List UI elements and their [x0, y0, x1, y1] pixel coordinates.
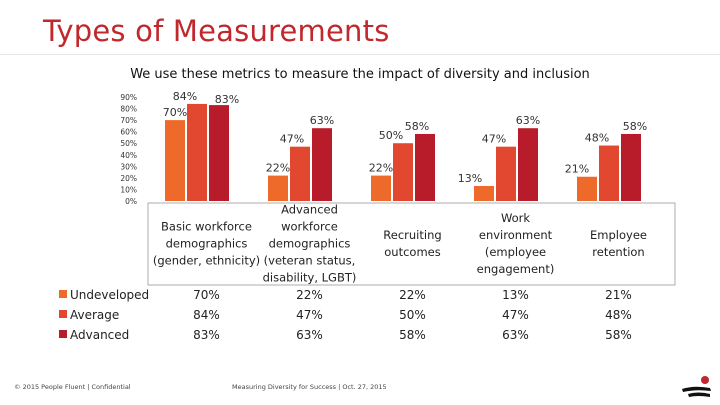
bar-undeveloped: [577, 176, 597, 201]
legend-label: Advanced: [70, 328, 129, 342]
category-label: Advanced: [281, 203, 338, 217]
table-cell: 50%: [399, 308, 426, 322]
bar-advanced: [312, 128, 332, 201]
category-label: Basic workforce: [161, 220, 252, 234]
category-box: [147, 202, 676, 286]
title-divider: [0, 54, 720, 55]
table-cell: 83%: [193, 328, 220, 342]
table-cell: 63%: [296, 328, 323, 342]
data-label: 63%: [516, 114, 540, 127]
table-cell: 21%: [605, 288, 632, 302]
table-cell: 58%: [605, 328, 632, 342]
company-logo-icon: [682, 376, 711, 397]
table-cell: 47%: [502, 308, 529, 322]
table-cell: 70%: [193, 288, 220, 302]
chart-subtitle: We use these metrics to measure the impa…: [130, 67, 590, 82]
bar-undeveloped: [474, 185, 494, 201]
table-cell: 48%: [605, 308, 632, 322]
data-label: 13%: [458, 172, 482, 185]
data-label: 84%: [173, 90, 197, 103]
category-label: (veteran status,: [264, 254, 356, 268]
footer-copyright: © 2015 People Fluent | Confidential: [14, 383, 131, 391]
category-label: outcomes: [384, 245, 440, 259]
bar-undeveloped: [165, 120, 185, 201]
category-label: engagement): [477, 262, 555, 276]
data-label: 47%: [482, 133, 506, 146]
table-cell: 22%: [399, 288, 426, 302]
bar-average: [393, 143, 413, 201]
data-label: 22%: [369, 162, 393, 175]
legend-swatch: [59, 290, 67, 298]
y-tick-label: 60%: [120, 128, 137, 137]
category-label: workforce: [281, 220, 338, 234]
category-label: environment: [479, 228, 553, 242]
legend-label: Undeveloped: [70, 288, 149, 302]
y-tick-label: 90%: [120, 93, 137, 102]
slide-title: Types of Measurements: [43, 14, 390, 48]
data-label: 47%: [280, 133, 304, 146]
y-tick-label: 50%: [120, 139, 137, 148]
data-label: 58%: [405, 120, 429, 133]
table-cell: 63%: [502, 328, 529, 342]
category-label: retention: [592, 245, 644, 259]
category-label: (gender, ethnicity): [153, 254, 260, 268]
data-label: 22%: [266, 162, 290, 175]
bar-advanced: [621, 133, 641, 201]
y-tick-label: 80%: [120, 105, 137, 114]
table-cell: 22%: [296, 288, 323, 302]
bar-average: [290, 146, 310, 201]
bar-average: [599, 145, 619, 201]
y-tick-label: 0%: [125, 197, 137, 206]
y-tick-label: 10%: [120, 185, 137, 194]
data-label: 48%: [585, 132, 609, 145]
table-cell: 13%: [502, 288, 529, 302]
data-label: 21%: [565, 163, 589, 176]
bar-average: [187, 103, 207, 201]
bar-undeveloped: [371, 175, 391, 201]
category-label: (employee: [485, 245, 546, 259]
data-label: 63%: [310, 114, 334, 127]
y-tick-label: 40%: [120, 151, 137, 160]
footer-presentation-info: Measuring Diversity for Success | Oct. 2…: [232, 383, 387, 391]
category-label: Employee: [590, 228, 647, 242]
y-tick-label: 70%: [120, 116, 137, 125]
category-label: demographics: [166, 237, 248, 251]
y-tick-label: 20%: [120, 174, 137, 183]
category-label: Work: [501, 211, 530, 225]
bar-undeveloped: [268, 175, 288, 201]
data-label: 83%: [215, 93, 239, 106]
legend-label: Average: [70, 308, 119, 322]
table-cell: 84%: [193, 308, 220, 322]
bar-advanced: [209, 105, 229, 201]
legend-swatch: [59, 310, 67, 318]
table-cell: 47%: [296, 308, 323, 322]
data-label: 70%: [163, 106, 187, 119]
data-label: 50%: [379, 129, 403, 142]
bar-average: [496, 146, 516, 201]
category-label: Recruiting: [383, 228, 441, 242]
bar-advanced: [415, 133, 435, 201]
table-cell: 58%: [399, 328, 426, 342]
legend-swatch: [59, 330, 67, 338]
category-label: demographics: [269, 237, 351, 251]
category-label: disability, LGBT): [263, 271, 357, 285]
data-label: 58%: [623, 120, 647, 133]
bar-advanced: [518, 128, 538, 201]
y-tick-label: 30%: [120, 162, 137, 171]
